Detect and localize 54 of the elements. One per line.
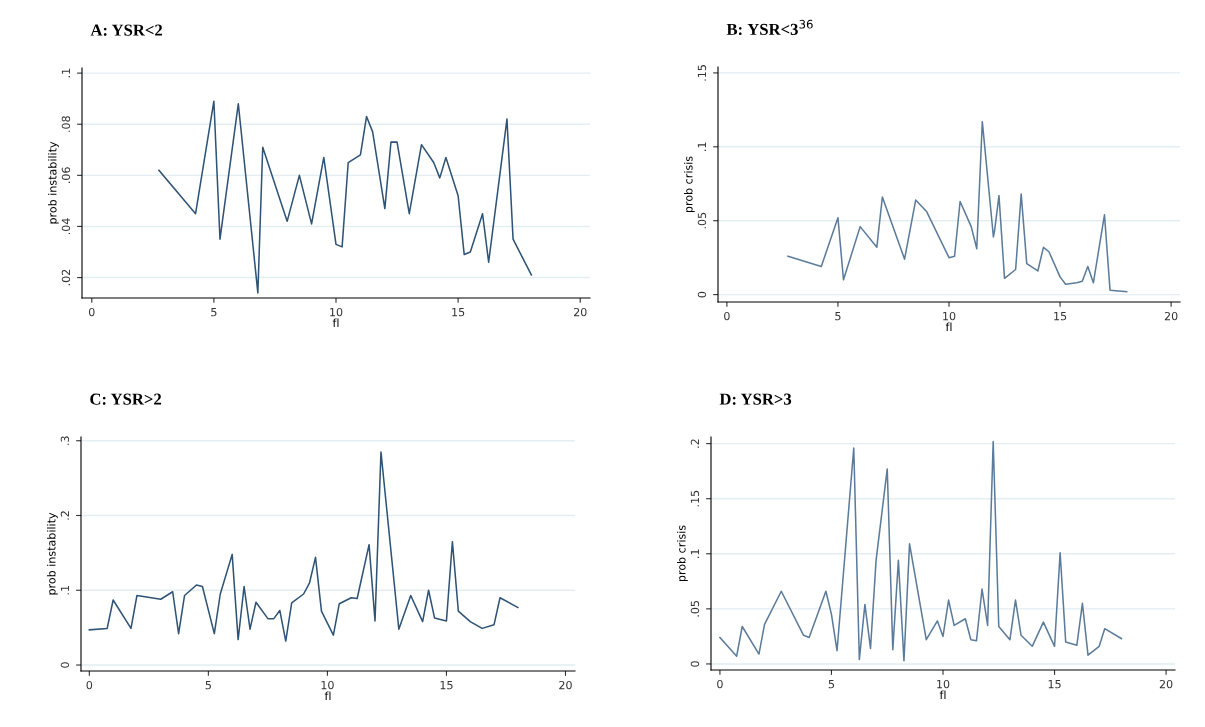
x-axis-title: fl	[945, 322, 952, 331]
y-tick-label: .02	[61, 269, 71, 286]
y-tick-label: 0	[690, 661, 700, 667]
x-tick-label: 20	[1164, 311, 1178, 321]
line-series	[787, 120, 1128, 293]
y-tick-label: .08	[61, 116, 71, 132]
x-tick-label: 20	[559, 680, 572, 690]
chart-title: D: YSR>3	[719, 393, 792, 405]
y-tick-label: .3	[60, 436, 70, 445]
line-series	[158, 100, 533, 294]
x-tick-label: 5	[828, 680, 835, 689]
y-tick-label: .1	[697, 142, 706, 151]
y-tick-label: .1	[690, 549, 699, 558]
chart-title: B: YSR<3$^{36}$	[726, 19, 813, 36]
x-tick-label: 15	[440, 681, 453, 690]
y-tick-label: .1	[60, 585, 69, 595]
x-tick-label: 20	[573, 307, 587, 317]
y-axis-title: prob instability	[46, 512, 58, 595]
line-series	[719, 440, 1123, 662]
x-tick-label: 15	[1048, 680, 1061, 689]
x-axis-title: fl	[939, 690, 946, 699]
y-tick-label: 0	[697, 291, 707, 298]
y-tick-label: .06	[61, 167, 71, 183]
y-tick-label: 0	[60, 662, 70, 668]
x-tick-label: 5	[205, 681, 211, 690]
y-axis-title: prob crisis	[676, 525, 688, 582]
x-tick-label: 0	[717, 679, 723, 689]
x-tick-label: 0	[86, 680, 93, 690]
y-axis-title: prob crisis	[683, 156, 695, 213]
line-series	[88, 451, 519, 642]
x-tick-label: 0	[724, 311, 730, 321]
x-tick-label: 15	[1054, 312, 1067, 321]
x-tick-label: 0	[88, 307, 95, 317]
x-tick-label: 20	[1159, 679, 1173, 689]
y-axis-title: prob instability	[47, 141, 59, 224]
x-axis-title: fl	[324, 691, 331, 700]
y-tick-label: .04	[61, 218, 71, 235]
y-tick-label: .2	[690, 439, 699, 448]
x-tick-label: 10	[330, 307, 343, 317]
y-tick-label: .15	[697, 65, 707, 81]
x-tick-label: 15	[452, 308, 465, 317]
y-tick-label: .1	[61, 68, 70, 78]
x-tick-label: 10	[943, 311, 956, 321]
y-tick-label: .15	[690, 490, 700, 507]
chart-title: A: YSR<2	[90, 24, 163, 36]
x-axis-title: fl	[332, 318, 339, 327]
y-tick-label: .05	[690, 600, 700, 617]
y-tick-label: .05	[697, 212, 707, 229]
y-tick-label: .2	[60, 511, 69, 520]
chart-title: C: YSR>2	[90, 393, 162, 405]
x-tick-label: 5	[835, 312, 841, 321]
x-tick-label: 10	[321, 680, 334, 690]
x-tick-label: 10	[937, 679, 950, 689]
x-tick-label: 5	[211, 308, 217, 317]
